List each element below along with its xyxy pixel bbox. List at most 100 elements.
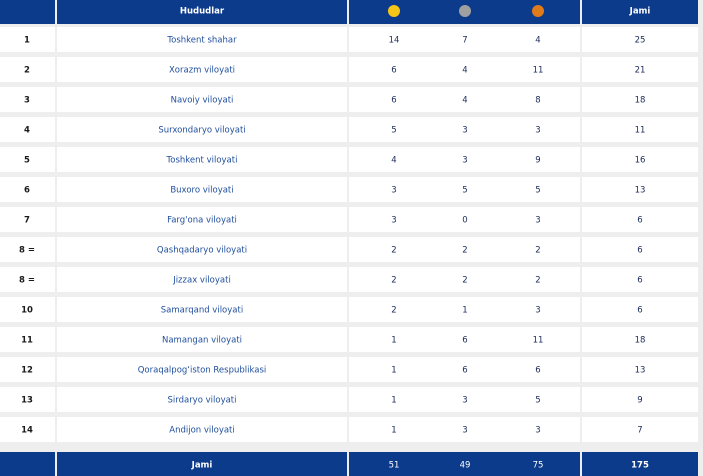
row-cell <box>349 87 580 112</box>
row-cell <box>582 327 698 352</box>
bronze-count: 3 <box>535 126 540 136</box>
row-cell <box>57 27 347 52</box>
gold-count: 6 <box>391 96 396 106</box>
bronze-count: 6 <box>535 366 540 376</box>
row-cell <box>0 57 55 82</box>
region-name: Namangan viloyati <box>162 336 242 346</box>
gold-count: 4 <box>391 156 396 166</box>
silver-medal-icon <box>459 5 471 17</box>
row-cell <box>0 327 55 352</box>
rank: 3 <box>24 96 30 106</box>
row-cell <box>582 57 698 82</box>
bronze-count: 4 <box>535 36 540 46</box>
bronze-count: 3 <box>535 306 540 316</box>
rank: 12 <box>21 366 33 376</box>
row-cell <box>349 297 580 322</box>
gold-count: 3 <box>391 186 396 196</box>
bronze-count: 11 <box>533 336 544 346</box>
silver-count: 3 <box>462 156 467 166</box>
region-name: Andijon viloyati <box>169 426 235 436</box>
row-cell <box>349 267 580 292</box>
rank: 5 <box>24 156 30 166</box>
region-name: Farg'ona viloyati <box>167 216 237 226</box>
gold-count: 2 <box>391 276 396 286</box>
footer-total: 175 <box>631 461 649 471</box>
header-row: Hududlar Jami <box>0 0 698 24</box>
region-name: Samarqand viloyati <box>161 306 243 316</box>
gold-count: 3 <box>391 216 396 226</box>
row-cell <box>582 117 698 142</box>
header-cell <box>582 0 698 24</box>
rank: 2 <box>24 66 30 76</box>
row-cell <box>57 417 347 442</box>
silver-count: 5 <box>462 186 467 196</box>
region-name: Navoiy viloyati <box>171 96 234 106</box>
rank: 8 = <box>19 246 35 256</box>
bronze-medal-icon <box>532 5 544 17</box>
rank: 4 <box>24 126 30 136</box>
silver-count: 6 <box>462 366 467 376</box>
total-count: 7 <box>637 426 642 436</box>
row-cell <box>582 387 698 412</box>
region-name: Qashqadaryo viloyati <box>157 246 247 256</box>
bronze-count: 2 <box>535 246 540 256</box>
footer-row <box>0 452 698 476</box>
row-cell <box>582 147 698 172</box>
header-label: Hududlar <box>180 7 225 17</box>
silver-count: 7 <box>462 36 467 46</box>
gold-count: 1 <box>391 426 396 436</box>
row-cell <box>57 57 347 82</box>
bronze-count: 5 <box>535 186 540 196</box>
row-cell <box>582 357 698 382</box>
silver-count: 3 <box>462 426 467 436</box>
row-cell <box>349 177 580 202</box>
footer-total: 51 <box>389 461 400 471</box>
row-cell <box>582 417 698 442</box>
silver-count: 6 <box>462 336 467 346</box>
row-cell <box>0 207 55 232</box>
total-count: 25 <box>635 36 646 46</box>
region-name: Toshkent shahar <box>166 36 237 46</box>
silver-count: 0 <box>462 216 467 226</box>
row-cell <box>57 87 347 112</box>
header-cell <box>0 0 55 24</box>
row-cell <box>57 387 347 412</box>
row-cell <box>582 177 698 202</box>
region-name: Toshkent viloyati <box>166 156 238 166</box>
region-name: Surxondaryo viloyati <box>158 126 245 136</box>
silver-count: 1 <box>462 306 467 316</box>
total-count: 6 <box>637 216 642 226</box>
footer-label: Jami <box>191 461 213 471</box>
silver-count: 4 <box>462 66 467 76</box>
row-cell <box>349 117 580 142</box>
row-cell <box>57 297 347 322</box>
bronze-count: 3 <box>535 426 540 436</box>
row-cell <box>57 357 347 382</box>
rank: 7 <box>24 216 30 226</box>
bronze-count: 8 <box>535 96 540 106</box>
row-cell <box>57 267 347 292</box>
row-cell <box>582 267 698 292</box>
region-name: Sirdaryo viloyati <box>167 396 236 406</box>
total-count: 21 <box>635 66 646 76</box>
row-cell <box>57 177 347 202</box>
total-count: 6 <box>637 246 642 256</box>
footer-cell <box>349 452 580 476</box>
row-cell <box>57 327 347 352</box>
total-count: 16 <box>635 156 646 166</box>
total-count: 6 <box>637 306 642 316</box>
gold-count: 1 <box>391 366 396 376</box>
rank: 1 <box>24 36 30 46</box>
row-cell <box>349 357 580 382</box>
total-count: 11 <box>635 126 646 136</box>
footer-cell <box>582 452 698 476</box>
gold-count: 2 <box>391 246 396 256</box>
total-count: 6 <box>637 276 642 286</box>
region-name: Buxoro viloyati <box>170 186 233 196</box>
row-cell <box>0 177 55 202</box>
region-name: Xorazm viloyati <box>169 66 235 76</box>
row-cell <box>0 387 55 412</box>
gold-medal-icon <box>388 5 400 17</box>
